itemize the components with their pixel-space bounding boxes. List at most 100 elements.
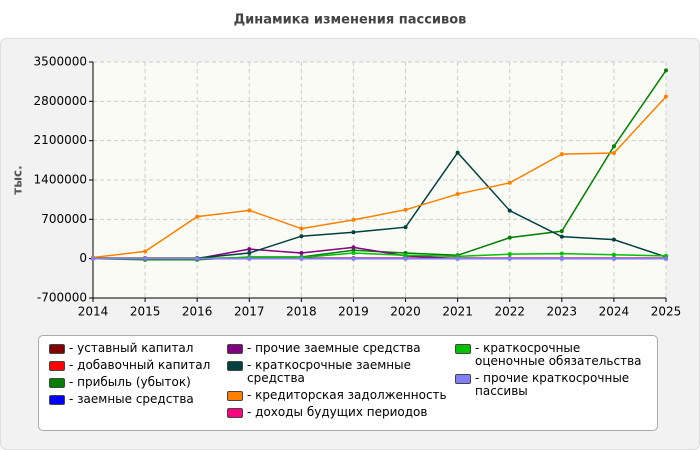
- legend-swatch: [49, 378, 65, 388]
- point: [559, 251, 564, 256]
- point: [507, 235, 512, 240]
- legend: - уставный капитал - добавочный капитал - …: [38, 335, 658, 431]
- point: [351, 248, 356, 253]
- point: [403, 207, 408, 212]
- legend-swatch: [227, 361, 243, 371]
- x-tick-label: 2014: [78, 305, 109, 319]
- legend-column: - прочие заемные средства - краткосрочные…: [227, 342, 455, 424]
- x-tick-label: 2020: [390, 305, 421, 319]
- legend-label: - уставный капитал: [69, 341, 194, 355]
- point: [299, 251, 304, 256]
- point: [351, 256, 356, 261]
- point: [611, 252, 616, 257]
- point: [664, 256, 668, 261]
- legend-swatch: [455, 344, 471, 354]
- point: [351, 230, 356, 235]
- point: [611, 144, 616, 149]
- x-tick-label: 2017: [234, 305, 265, 319]
- x-tick-label: 2025: [651, 305, 682, 319]
- y-tick-label: 3500000: [34, 55, 87, 69]
- point: [403, 253, 408, 258]
- x-tick-label: 2021: [442, 305, 473, 319]
- point: [664, 253, 668, 258]
- legend-swatch: [49, 361, 65, 371]
- legend-swatch: [227, 391, 243, 401]
- x-tick-label: 2018: [286, 305, 317, 319]
- legend-item: - краткосрочные заемные средства: [227, 359, 455, 385]
- point: [664, 94, 668, 99]
- legend-column: - краткосрочные оценочные обязательства -…: [455, 342, 645, 424]
- point: [247, 247, 252, 252]
- legend-item: - заемные средства: [49, 393, 227, 406]
- point: [507, 208, 512, 213]
- point: [299, 256, 304, 261]
- point: [611, 256, 616, 261]
- legend-item: - добавочный капитал: [49, 359, 227, 372]
- x-tick-label: 2022: [494, 305, 525, 319]
- legend-column: - уставный капитал - добавочный капитал - …: [49, 342, 227, 424]
- legend-item: - кредиторская задолженность: [227, 389, 455, 402]
- point: [507, 252, 512, 257]
- point: [559, 229, 564, 234]
- point: [247, 208, 252, 213]
- x-tick-label: 2024: [599, 305, 630, 319]
- legend-label: - доходы будущих периодов: [247, 405, 428, 419]
- legend-label: - заемные средства: [69, 392, 194, 406]
- point: [247, 256, 252, 261]
- legend-swatch: [227, 408, 243, 418]
- point: [403, 225, 408, 230]
- point: [195, 256, 200, 261]
- legend-swatch: [227, 344, 243, 354]
- point: [664, 68, 668, 73]
- point: [299, 226, 304, 231]
- x-tick-label: 2019: [338, 305, 369, 319]
- series-line: [92, 95, 667, 259]
- legend-label: - кредиторская задолженность: [247, 388, 447, 402]
- point: [455, 256, 460, 261]
- y-tick-label: -700000: [37, 291, 87, 305]
- point: [611, 237, 616, 242]
- point: [299, 234, 304, 239]
- point: [247, 251, 252, 256]
- point: [611, 151, 616, 156]
- point: [143, 256, 148, 261]
- x-tick-label: 2023: [547, 305, 578, 319]
- x-tick-label: 2016: [182, 305, 213, 319]
- legend-item: - прочие краткосрочные пассивы: [455, 372, 645, 398]
- point: [351, 245, 356, 250]
- legend-label: - краткосрочные заемные средства: [247, 358, 411, 385]
- legend-item: - краткосрочные оценочные обязательства: [455, 342, 645, 368]
- y-tick-label: 2100000: [34, 133, 87, 147]
- legend-swatch: [49, 344, 65, 354]
- point: [351, 251, 356, 256]
- legend-item: - прибыль (убыток): [49, 376, 227, 389]
- chart-title: Динамика изменения пассивов: [234, 13, 467, 28]
- point: [559, 256, 564, 261]
- point: [455, 192, 460, 197]
- legend-swatch: [455, 374, 471, 384]
- point: [195, 214, 200, 219]
- legend-label: - краткосрочные оценочные обязательства: [475, 341, 642, 368]
- point: [507, 180, 512, 185]
- x-tick-label: 2015: [130, 305, 161, 319]
- y-tick-label: 700000: [41, 212, 87, 226]
- y-tick-label: 1400000: [34, 173, 87, 187]
- y-axis-label: тыс.: [11, 165, 25, 194]
- legend-label: - прочие заемные средства: [247, 341, 421, 355]
- legend-item: - доходы будущих периодов: [227, 406, 455, 419]
- legend-label: - прочие краткосрочные пассивы: [475, 371, 630, 398]
- point: [351, 217, 356, 222]
- legend-item: - уставный капитал: [49, 342, 227, 355]
- point: [455, 150, 460, 155]
- point: [91, 256, 95, 261]
- point: [507, 256, 512, 261]
- point: [403, 256, 408, 261]
- legend-label: - добавочный капитал: [69, 358, 211, 372]
- y-tick-label: 2800000: [34, 94, 87, 108]
- point: [559, 152, 564, 157]
- legend-item: - прочие заемные средства: [227, 342, 455, 355]
- point: [559, 234, 564, 239]
- legend-swatch: [49, 395, 65, 405]
- y-tick-label: 0: [79, 251, 87, 265]
